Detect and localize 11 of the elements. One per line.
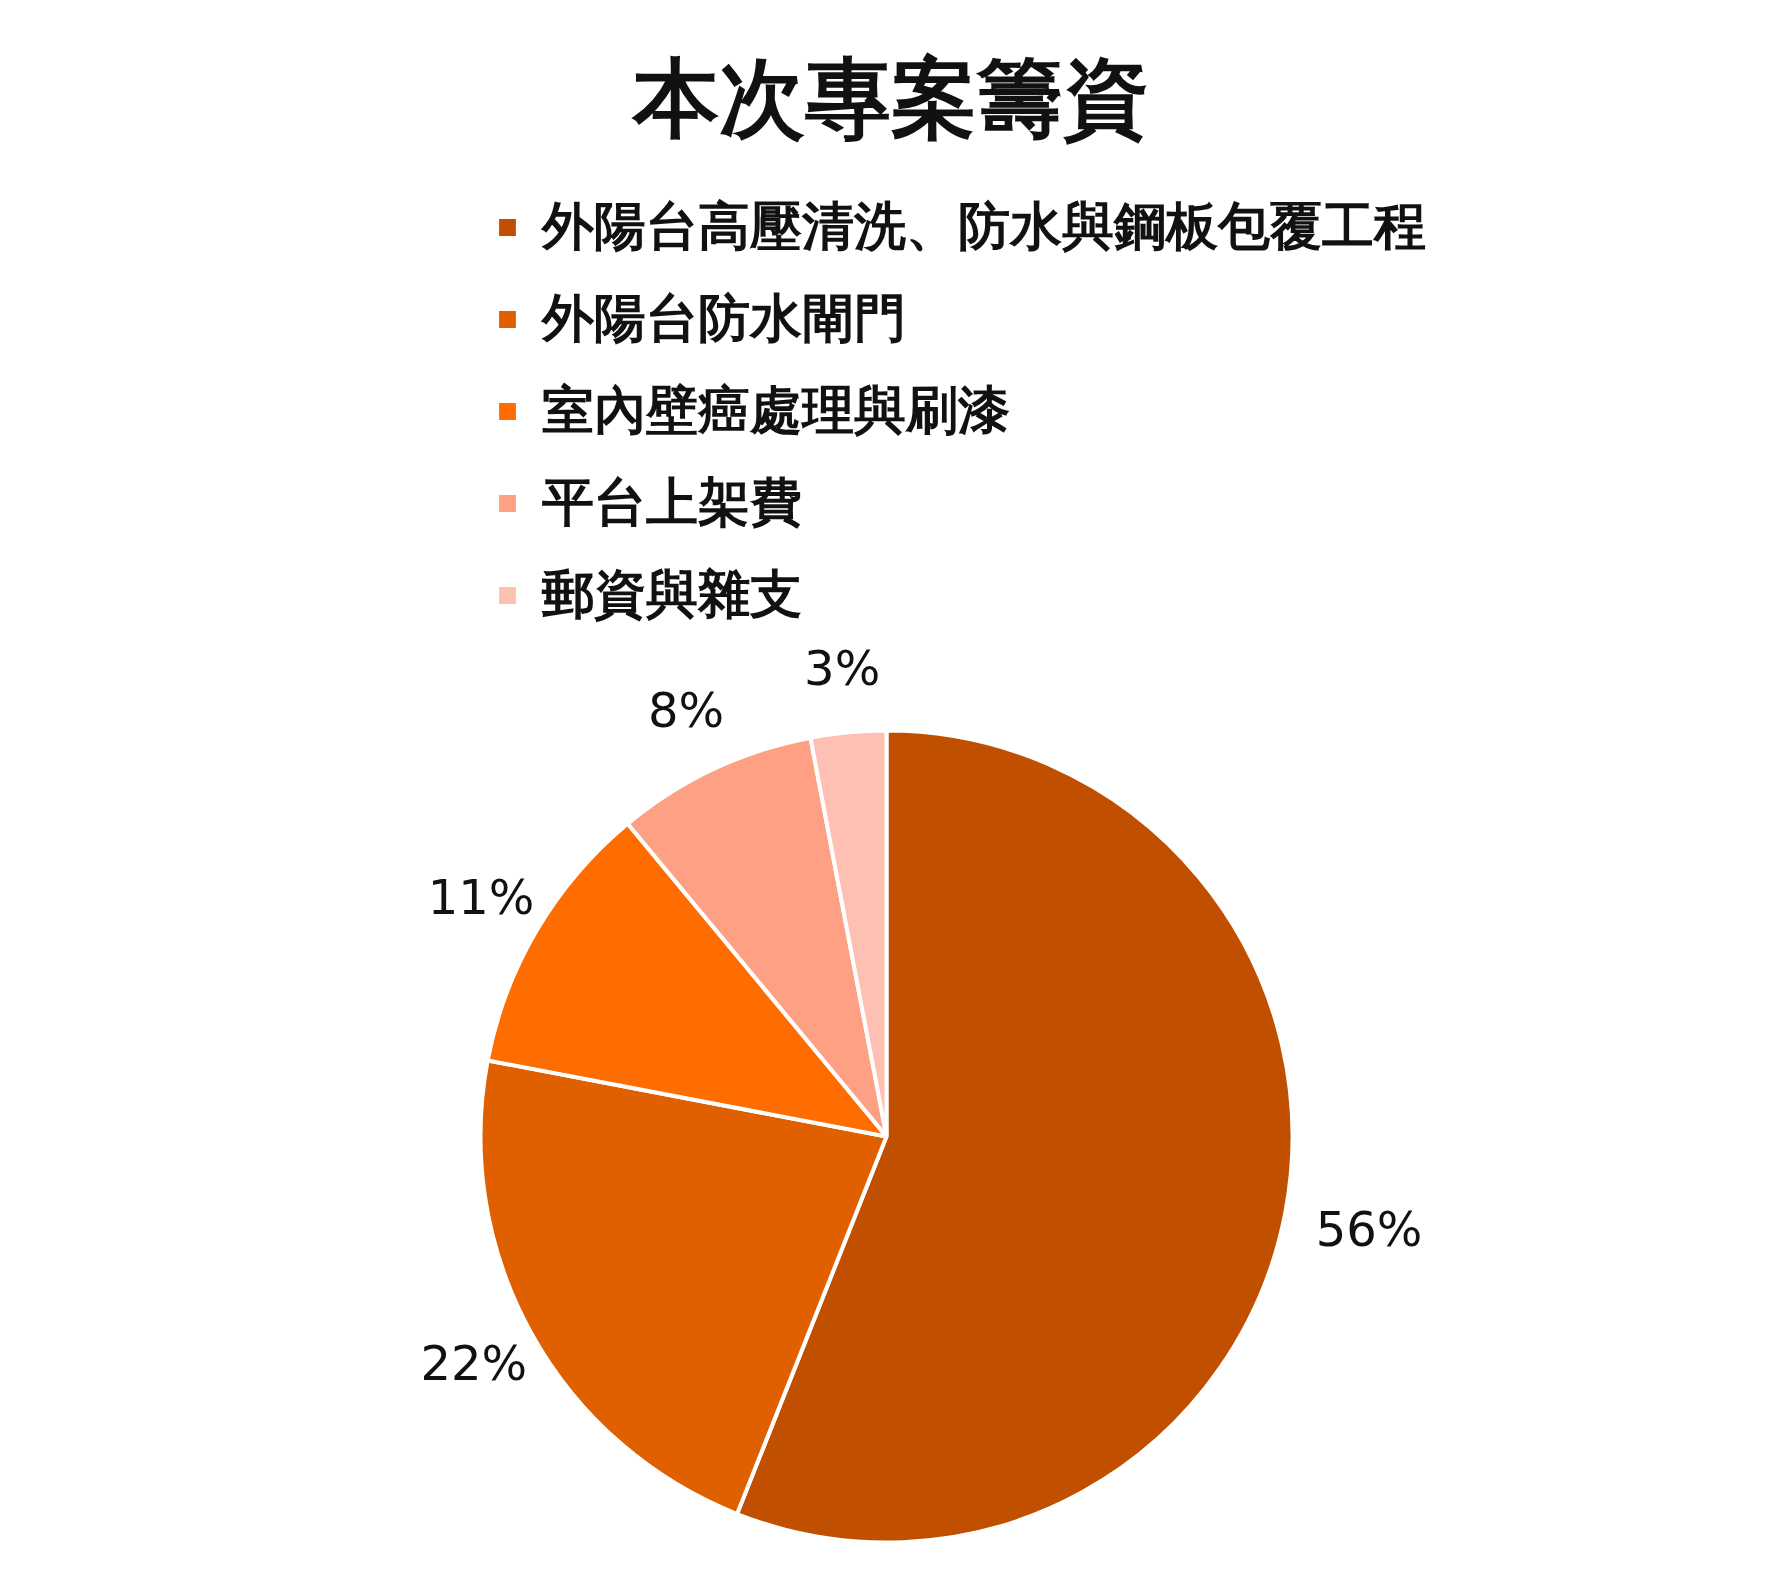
data-label: 56%	[1315, 1200, 1423, 1257]
legend-label: 室內壁癌處理與刷漆	[542, 379, 1010, 442]
data-label: 11%	[427, 868, 535, 925]
data-label: 8%	[647, 682, 725, 739]
legend-label: 郵資與雜支	[542, 563, 802, 626]
legend-label: 平台上架費	[542, 471, 802, 534]
legend-label: 外陽台高壓清洗、防水與鋼板包覆工程	[542, 195, 1426, 258]
data-label: 3%	[804, 639, 881, 696]
chart-title: 本次專案籌資	[630, 47, 1149, 148]
data-label: 22%	[420, 1335, 528, 1392]
legend-label: 外陽台防水閘門	[542, 287, 906, 350]
